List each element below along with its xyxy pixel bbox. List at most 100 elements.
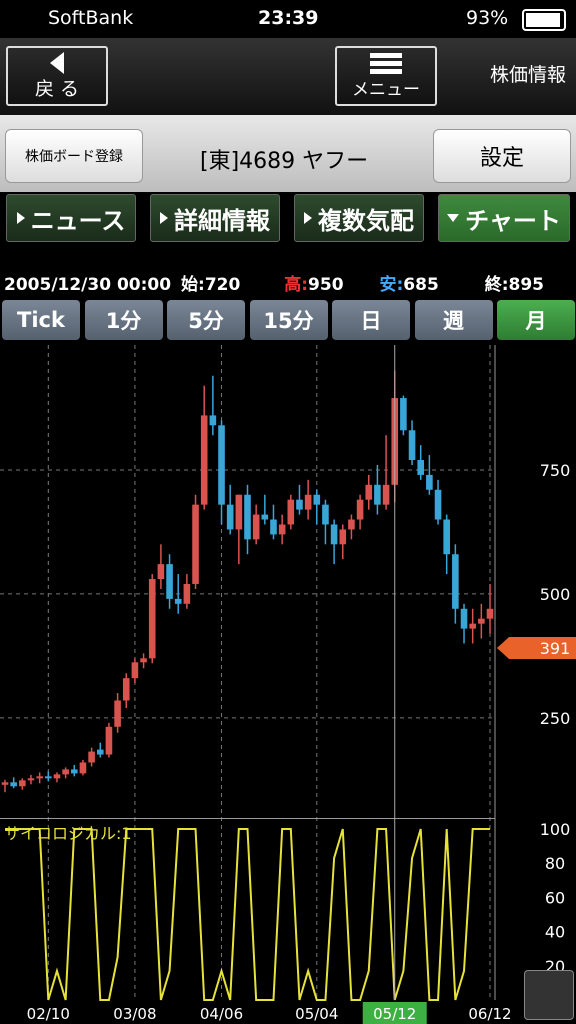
tab[interactable]: 詳細情報 bbox=[150, 194, 280, 242]
nav-bar: 戻 る メニュー 株価情報 bbox=[0, 38, 576, 115]
candle-body bbox=[270, 519, 277, 535]
edit-button[interactable] bbox=[524, 970, 574, 1020]
candle-body bbox=[96, 749, 104, 755]
tab-arrow bbox=[447, 214, 460, 222]
candle-body bbox=[131, 662, 139, 679]
back-label: 戻 る bbox=[34, 77, 80, 100]
tab-arrow bbox=[160, 212, 168, 224]
candle-body bbox=[452, 554, 459, 609]
candle-body bbox=[434, 489, 442, 520]
x-tick-label: 05/12 bbox=[373, 1005, 416, 1023]
open-label: 始: bbox=[181, 275, 205, 295]
candle-body bbox=[218, 425, 225, 505]
period-button[interactable]: 1分 bbox=[84, 300, 163, 340]
period-button[interactable]: 月 bbox=[497, 300, 575, 340]
battery: 93% bbox=[466, 7, 509, 29]
tab[interactable]: ニュース bbox=[6, 194, 136, 242]
candle-body bbox=[200, 415, 208, 505]
close-label: 終: bbox=[484, 275, 509, 295]
low-value: 685 bbox=[403, 275, 439, 295]
candle-body bbox=[19, 780, 26, 787]
last-price-tag bbox=[497, 636, 576, 659]
candle-body bbox=[70, 769, 78, 774]
candle-body bbox=[157, 564, 165, 580]
period-button[interactable]: 15分 bbox=[249, 300, 328, 340]
candle-body bbox=[235, 494, 243, 530]
candle-body bbox=[478, 618, 485, 624]
candle-body bbox=[322, 504, 329, 525]
candle-body bbox=[486, 608, 494, 619]
y-tick-label: 250 bbox=[540, 709, 571, 728]
candle-body bbox=[27, 778, 35, 781]
tab-arrow bbox=[16, 212, 25, 224]
period-button[interactable]: 週 bbox=[414, 300, 493, 340]
candle-body bbox=[443, 519, 450, 555]
candle-body bbox=[244, 494, 251, 540]
x-label-highlight bbox=[362, 1002, 427, 1024]
candle-body bbox=[45, 776, 52, 779]
y2-tick-label: 40 bbox=[545, 923, 565, 942]
candle-body bbox=[382, 484, 390, 505]
candle-body bbox=[148, 579, 156, 659]
tab[interactable]: 複数気配 bbox=[294, 194, 424, 242]
last-price-label: 391 bbox=[540, 639, 571, 658]
candle-body bbox=[469, 623, 476, 629]
candle-body bbox=[330, 524, 338, 545]
candle-body bbox=[53, 774, 61, 779]
tab[interactable]: チャート bbox=[438, 194, 570, 242]
y2-tick-label: 80 bbox=[545, 854, 565, 873]
candle-body bbox=[365, 484, 373, 500]
candle-body bbox=[1, 782, 9, 785]
period-button[interactable]: 日 bbox=[332, 300, 410, 340]
info-row: 2005/12/30 00:00 始:720 高:950 安:685 終:895 bbox=[4, 270, 544, 295]
settings-button[interactable]: 設定 bbox=[433, 129, 571, 183]
candle-body bbox=[374, 484, 381, 505]
tab-label: 複数気配 bbox=[318, 206, 414, 235]
menu-button[interactable]: メニュー bbox=[335, 46, 437, 106]
tab-arrow bbox=[304, 212, 312, 224]
candle-body bbox=[79, 762, 87, 774]
candle-body bbox=[166, 564, 173, 599]
y2-tick-label: 60 bbox=[545, 888, 565, 907]
candle-body bbox=[183, 583, 191, 604]
candle-body bbox=[140, 658, 147, 663]
y-tick-label: 750 bbox=[540, 461, 571, 480]
candle-body bbox=[356, 499, 364, 520]
candle-body bbox=[88, 751, 95, 763]
candle-body bbox=[62, 769, 69, 775]
x-tick-label: 04/06 bbox=[200, 1005, 243, 1023]
tab-label: 詳細情報 bbox=[174, 206, 270, 235]
info-date: 2005/12/30 00:00 bbox=[4, 275, 172, 295]
battery-icon bbox=[522, 9, 566, 31]
tab-label: ニュース bbox=[30, 206, 126, 235]
candle-body bbox=[287, 499, 295, 525]
y2-tick-label: 100 bbox=[540, 820, 571, 839]
register-button[interactable]: 株価ボード登録 bbox=[5, 129, 143, 183]
menu-label: メニュー bbox=[352, 79, 420, 100]
period-button[interactable]: 5分 bbox=[167, 300, 245, 340]
period-button[interactable]: Tick bbox=[2, 300, 80, 340]
candle-body bbox=[122, 678, 130, 701]
stock-row: 株価ボード登録 [東]4689 ヤフー 設定 bbox=[0, 115, 576, 192]
psychological-line bbox=[5, 828, 490, 1001]
x-tick-label: 06/12 bbox=[468, 1005, 511, 1023]
candle-body bbox=[209, 415, 217, 426]
open-value: 720 bbox=[204, 275, 241, 295]
candle-body bbox=[174, 598, 182, 604]
candle-body bbox=[261, 514, 269, 520]
tab-label: チャート bbox=[465, 206, 561, 235]
candle-body bbox=[408, 430, 416, 461]
x-tick-label: 03/08 bbox=[113, 1005, 156, 1023]
status-bar: SoftBank 23:39 93% bbox=[0, 0, 576, 38]
plot-bg bbox=[0, 345, 495, 1000]
x-tick-label: 02/10 bbox=[27, 1005, 70, 1023]
candle-body bbox=[426, 474, 433, 490]
candle-body bbox=[313, 494, 321, 505]
back-button[interactable]: 戻 る bbox=[6, 46, 108, 106]
candle-body bbox=[114, 700, 121, 727]
candle-body bbox=[36, 776, 43, 779]
stock-name: [東]4689 ヤフー bbox=[200, 149, 369, 174]
low-label: 安: bbox=[379, 275, 404, 295]
y-tick-label: 500 bbox=[540, 585, 571, 604]
